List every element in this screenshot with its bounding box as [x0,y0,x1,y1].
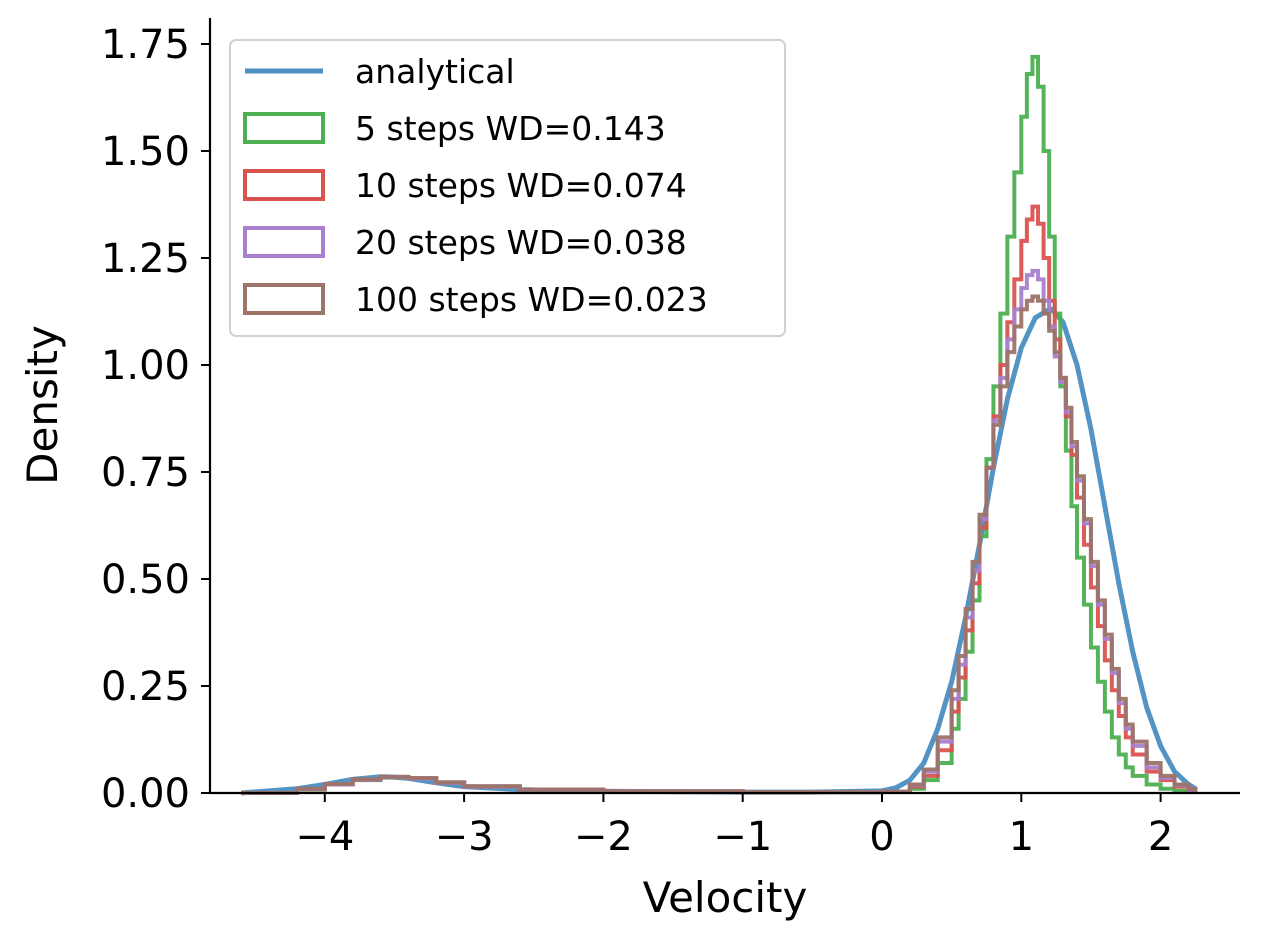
legend-label: 10 steps WD=0.074 [355,166,687,205]
legend-label: 100 steps WD=0.023 [355,280,708,319]
y-tick-label: 1.00 [101,343,190,389]
y-axis-label: Density [18,325,67,485]
series-histogram-4 [241,294,1198,795]
legend-swatch-box [243,169,325,201]
legend-swatch-box [243,112,325,144]
y-tick-label: 0.50 [101,557,190,603]
y-tick-label: 1.50 [101,129,190,175]
x-tick-label: −1 [713,814,772,860]
x-tick-label: −4 [295,814,354,860]
legend-frame [229,39,786,337]
x-tick-label: 1 [1009,814,1034,860]
x-tick-label: −3 [435,814,494,860]
series-histogram-3 [241,268,1198,795]
y-tick-label: 1.75 [101,22,190,68]
legend-swatch-box [243,226,325,258]
axes [208,18,1240,795]
ticks: −4 −3 −2 −1 0 1 2 0.00 0.25 0.50 0.75 1.00 1.25 1.50 1… [101,22,1173,860]
y-tick-label: 0.75 [101,450,190,496]
legend-label: analytical [355,52,515,91]
x-axis-label: Velocity [643,873,808,922]
series-layer [241,54,1198,796]
y-tick-label: 0.00 [101,771,190,817]
y-tick-label: 1.25 [101,236,190,282]
legend-label: 5 steps WD=0.143 [355,109,666,148]
x-tick-label: 0 [869,814,894,860]
x-tick-label: −2 [574,814,633,860]
y-tick-label: 0.25 [101,664,190,710]
x-tick-label: 2 [1148,814,1173,860]
series-analytical-line [241,306,1197,796]
legend: analytical 5 steps WD=0.143 10 steps WD=0.… [229,39,786,337]
legend-swatch-box [243,283,325,315]
legend-label: 20 steps WD=0.038 [355,223,687,262]
